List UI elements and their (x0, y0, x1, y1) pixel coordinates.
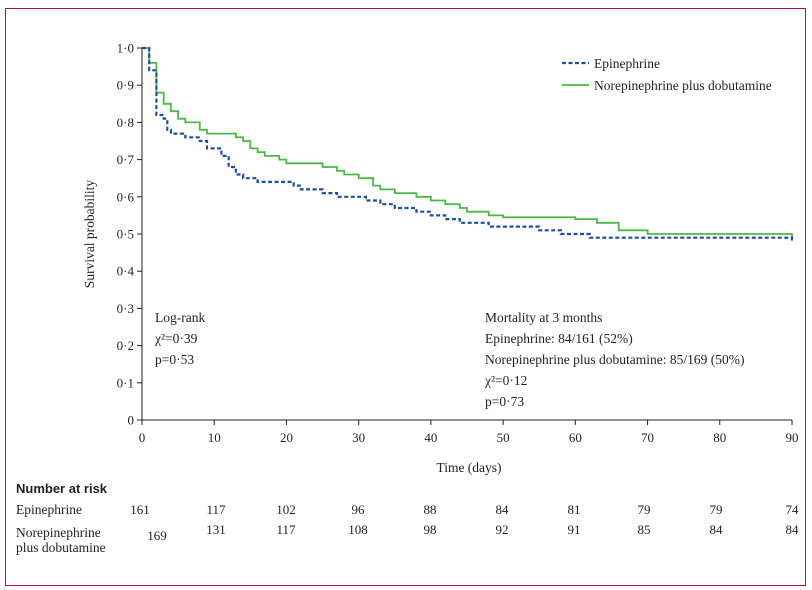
mortality-annotation: Norepinephrine plus dobutamine: 85/169 (… (485, 352, 744, 367)
y-tick-label: 0·6 (117, 189, 135, 204)
risk-value: 98 (424, 522, 437, 537)
risk-value: 92 (496, 522, 509, 537)
y-tick-label: 0·9 (117, 78, 134, 93)
x-tick-label: 10 (208, 430, 221, 445)
mortality-annotation: χ²=0·12 (484, 373, 527, 388)
legend-label: Epinephrine (594, 56, 660, 71)
risk-value: 79 (710, 502, 723, 517)
y-tick-label: 0·2 (117, 338, 134, 353)
x-tick-label: 80 (713, 430, 726, 445)
y-axis-label: Survival probability (82, 180, 97, 289)
risk-value: 79 (638, 502, 651, 517)
risk-value: 131 (206, 522, 226, 537)
risk-value: 91 (568, 522, 581, 537)
y-tick-label: 0·8 (117, 115, 134, 130)
risk-value: 84 (496, 502, 510, 517)
logrank-annotation: p=0·53 (155, 352, 194, 367)
risk-value: 88 (424, 502, 437, 517)
series-line-norepinephrine-plus-dobutamine (142, 47, 793, 238)
risk-value: 84 (786, 522, 800, 537)
logrank-annotation: Log-rank (155, 310, 205, 325)
y-tick-label: 0·1 (117, 375, 134, 390)
risk-value: 74 (786, 502, 800, 517)
risk-value: 85 (638, 522, 651, 537)
risk-row-label: plus dobutamine (16, 540, 106, 555)
y-tick-label: 0·4 (117, 264, 135, 279)
logrank-annotation: χ²=0·39 (154, 331, 198, 346)
legend-label: Norepinephrine plus dobutamine (594, 78, 772, 93)
risk-value: 96 (352, 502, 366, 517)
y-tick-label: 1·0 (117, 41, 134, 56)
y-tick-label: 0 (128, 413, 135, 428)
x-tick-label: 50 (497, 430, 510, 445)
x-tick-label: 90 (786, 430, 799, 445)
risk-value: 108 (348, 522, 368, 537)
mortality-annotation: Epinephrine: 84/161 (52%) (485, 331, 633, 346)
mortality-annotation: Mortality at 3 months (485, 310, 602, 325)
x-tick-label: 0 (139, 430, 146, 445)
y-tick-label: 0·3 (117, 301, 134, 316)
risk-row-label: Epinephrine (16, 502, 82, 517)
mortality-annotation: p=0·73 (485, 394, 524, 409)
risk-value: 117 (276, 522, 296, 537)
x-axis-label: Time (days) (436, 460, 501, 475)
x-tick-label: 70 (641, 430, 654, 445)
risk-table-title: Number at risk (16, 481, 108, 496)
risk-value: 84 (710, 522, 724, 537)
y-tick-label: 0·7 (117, 152, 135, 167)
x-tick-label: 30 (352, 430, 365, 445)
risk-row-label: Norepinephrine (16, 525, 101, 540)
series-line-epinephrine (142, 46, 794, 242)
risk-value: 102 (276, 502, 296, 517)
x-tick-label: 40 (424, 430, 437, 445)
x-tick-label: 20 (280, 430, 293, 445)
risk-value: 81 (568, 502, 581, 517)
figure-frame (5, 8, 806, 586)
risk-value: 117 (206, 502, 226, 517)
y-tick-label: 0·5 (117, 227, 134, 242)
risk-value: 169 (147, 528, 167, 543)
x-tick-label: 60 (569, 430, 582, 445)
risk-value: 161 (130, 502, 150, 517)
